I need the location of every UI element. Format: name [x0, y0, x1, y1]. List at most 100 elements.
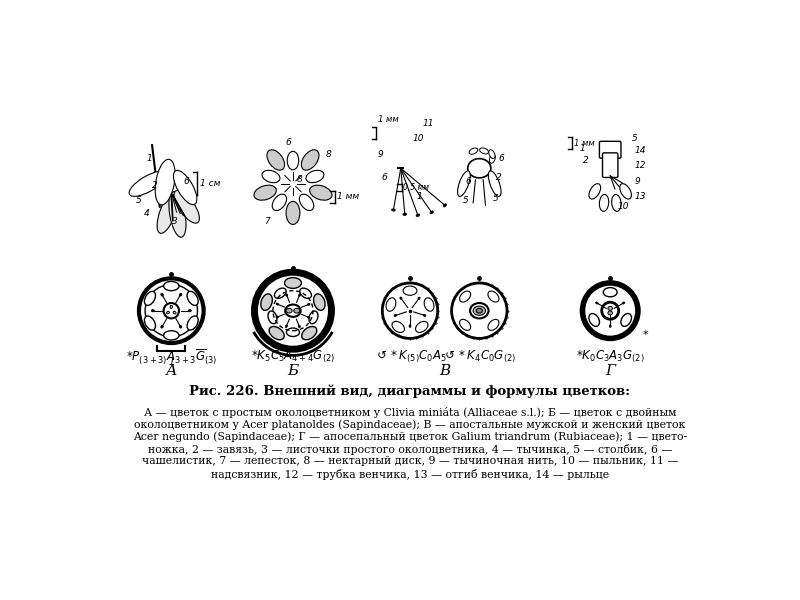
Ellipse shape — [267, 150, 285, 170]
Ellipse shape — [476, 308, 482, 313]
Ellipse shape — [164, 281, 179, 290]
Ellipse shape — [276, 303, 278, 305]
Text: околоцветником у Acer platanoldes (Sapindaceae); В — апостальные мужской и женск: околоцветником у Acer platanoldes (Sapin… — [134, 419, 686, 430]
Text: 2: 2 — [151, 181, 158, 190]
Text: $*K_5C_5A_{4+4}G_{(2)}$: $*K_5C_5A_{4+4}G_{(2)}$ — [251, 349, 335, 365]
Text: 12: 12 — [635, 161, 646, 170]
Ellipse shape — [458, 171, 470, 196]
Ellipse shape — [286, 305, 301, 317]
Ellipse shape — [314, 294, 325, 310]
Ellipse shape — [151, 310, 154, 312]
Text: 5: 5 — [632, 134, 638, 143]
Text: 4: 4 — [144, 209, 150, 218]
Text: 14: 14 — [635, 146, 646, 155]
Text: $*P_{(3+3)}A_{3+3}\overline{G}_{(3)}$: $*P_{(3+3)}A_{3+3}\overline{G}_{(3)}$ — [126, 347, 217, 367]
Text: 8: 8 — [297, 175, 302, 184]
Ellipse shape — [415, 322, 428, 332]
Ellipse shape — [272, 194, 286, 211]
Ellipse shape — [403, 213, 406, 215]
Text: $\circlearrowleft*K_4C_0G_{(2)}$: $\circlearrowleft*K_4C_0G_{(2)}$ — [442, 349, 516, 365]
Ellipse shape — [268, 311, 277, 324]
FancyBboxPatch shape — [599, 141, 621, 158]
Ellipse shape — [608, 307, 613, 310]
Ellipse shape — [169, 191, 186, 237]
Text: 2: 2 — [583, 156, 589, 165]
Ellipse shape — [306, 170, 324, 183]
Text: 1 мм: 1 мм — [337, 192, 359, 201]
Ellipse shape — [470, 303, 489, 319]
Ellipse shape — [418, 297, 420, 299]
Ellipse shape — [307, 304, 310, 305]
Circle shape — [602, 302, 618, 319]
Ellipse shape — [394, 314, 397, 316]
Ellipse shape — [157, 193, 178, 233]
Text: 1: 1 — [147, 154, 153, 163]
Ellipse shape — [179, 293, 182, 296]
Text: чашелистик, 7 — лепесток, 8 — нектарный диск, 9 — тычиночная нить, 10 — пыльник,: чашелистик, 7 — лепесток, 8 — нектарный … — [142, 456, 678, 466]
Text: 11: 11 — [422, 119, 434, 128]
Ellipse shape — [608, 311, 613, 315]
Ellipse shape — [187, 292, 198, 305]
Ellipse shape — [276, 316, 278, 318]
Text: 1: 1 — [416, 192, 422, 201]
Ellipse shape — [622, 302, 625, 304]
Ellipse shape — [287, 151, 298, 170]
Ellipse shape — [489, 150, 495, 158]
Ellipse shape — [416, 214, 420, 217]
Ellipse shape — [610, 325, 611, 328]
Ellipse shape — [300, 288, 311, 298]
Text: Рис. 226. Внешний вид, диаграммы и формулы цветков:: Рис. 226. Внешний вид, диаграммы и форму… — [190, 385, 630, 398]
Ellipse shape — [166, 311, 170, 314]
Ellipse shape — [423, 314, 426, 316]
Ellipse shape — [403, 286, 417, 295]
Ellipse shape — [309, 311, 318, 324]
Text: надсвязник, 12 — трубка венчика, 13 — отгиб венчика, 14 — рыльце: надсвязник, 12 — трубка венчика, 13 — от… — [211, 469, 609, 479]
Ellipse shape — [164, 331, 179, 340]
Ellipse shape — [269, 326, 284, 340]
Text: 10: 10 — [618, 202, 630, 211]
Ellipse shape — [285, 278, 302, 289]
Ellipse shape — [488, 319, 499, 331]
Text: 6: 6 — [466, 176, 471, 185]
Text: 5: 5 — [493, 194, 499, 203]
Ellipse shape — [298, 325, 300, 328]
Ellipse shape — [480, 148, 489, 154]
Ellipse shape — [161, 325, 163, 328]
Ellipse shape — [286, 293, 288, 296]
Ellipse shape — [173, 311, 176, 314]
Ellipse shape — [274, 288, 286, 298]
Text: 6: 6 — [498, 154, 504, 163]
Circle shape — [164, 303, 179, 319]
Text: Acer negundo (Sapindaceae); Г — апосепальный цветок Galium triandrum (Rubiaceae): Acer negundo (Sapindaceae); Г — апосепал… — [133, 431, 687, 442]
Ellipse shape — [596, 302, 598, 304]
Text: 13: 13 — [635, 192, 646, 201]
Text: Г: Г — [605, 364, 615, 378]
Ellipse shape — [460, 319, 470, 331]
Ellipse shape — [188, 310, 191, 312]
Text: 2: 2 — [496, 173, 502, 182]
Text: 10: 10 — [412, 134, 424, 143]
Ellipse shape — [161, 293, 163, 296]
Text: $*K_0C_3A_3G_{(2)}$: $*K_0C_3A_3G_{(2)}$ — [576, 349, 645, 365]
Ellipse shape — [469, 148, 478, 154]
Ellipse shape — [443, 204, 446, 207]
Ellipse shape — [286, 202, 300, 224]
Ellipse shape — [621, 314, 631, 326]
Ellipse shape — [612, 194, 621, 211]
Ellipse shape — [488, 291, 499, 302]
Ellipse shape — [155, 160, 175, 205]
Ellipse shape — [187, 316, 198, 330]
Ellipse shape — [392, 322, 405, 332]
Ellipse shape — [261, 294, 272, 310]
Ellipse shape — [170, 305, 173, 308]
Text: А: А — [166, 364, 177, 378]
Ellipse shape — [299, 194, 314, 211]
Text: 1 мм: 1 мм — [574, 139, 594, 148]
Text: 1: 1 — [168, 357, 174, 367]
Ellipse shape — [294, 308, 300, 313]
Ellipse shape — [488, 171, 501, 196]
Text: *: * — [643, 329, 649, 340]
Ellipse shape — [145, 292, 155, 305]
Text: 3: 3 — [172, 217, 178, 226]
Ellipse shape — [400, 297, 402, 299]
